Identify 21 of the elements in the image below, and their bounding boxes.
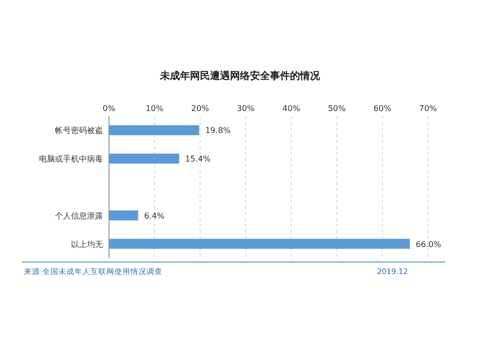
x-tick-label: 50% <box>328 104 346 113</box>
bar <box>109 154 180 164</box>
y-tick-label: 以上均无 <box>71 240 103 249</box>
x-tick-label: 60% <box>374 104 392 113</box>
y-tick-label: 电脑或手机中病毒 <box>39 154 103 164</box>
x-tick-label: 20% <box>191 104 210 113</box>
bar <box>109 125 200 136</box>
data-label: 66.0% <box>416 240 442 249</box>
data-label: 6.4% <box>144 211 165 220</box>
x-tick-label: 0% <box>102 104 116 113</box>
x-tick-label: 40% <box>282 104 301 113</box>
y-tick-label: 个人信息泄露 <box>55 211 103 220</box>
x-tick-label: 30% <box>236 104 256 113</box>
bar <box>109 210 138 220</box>
x-tick-label: 70% <box>419 104 438 113</box>
chart-title: 未成年网民遭遇网络安全事件的情况 <box>159 70 321 82</box>
y-tick-label: 帐号密码被盗 <box>55 126 103 136</box>
data-label: 15.4% <box>185 154 211 164</box>
bar <box>109 238 410 249</box>
x-tick-label: 10% <box>146 104 164 113</box>
data-label: 19.8% <box>205 126 232 136</box>
